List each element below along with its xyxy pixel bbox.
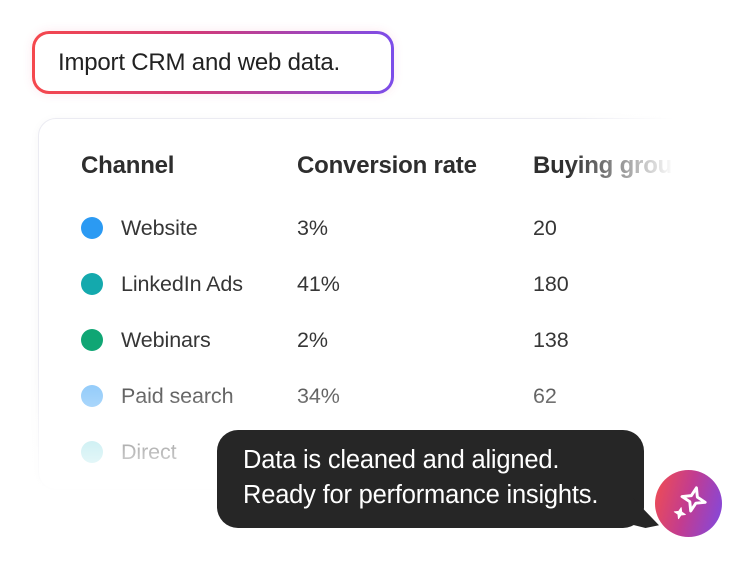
channel-label: LinkedIn Ads	[121, 271, 243, 296]
conversion-rate-value: 34%	[297, 383, 340, 408]
conversion-rate-value: 41%	[297, 271, 340, 296]
channel-dot	[81, 217, 103, 239]
channel-label: Paid search	[121, 383, 234, 408]
assistant-tooltip-line: Data is cleaned and aligned.	[243, 446, 560, 474]
assistant-tooltip-line: Ready for performance insights.	[243, 481, 599, 509]
sparkle-icon	[673, 485, 707, 519]
table-row: Paid search 34% 62	[81, 368, 713, 424]
prompt-pill: Import CRM and web data.	[32, 31, 394, 94]
column-header-channel: Channel	[81, 152, 175, 179]
channel-dot	[81, 273, 103, 295]
channel-dot	[81, 441, 103, 463]
ai-assistant-button[interactable]	[655, 470, 722, 537]
buying-groups-value: 20	[533, 215, 557, 240]
buying-groups-value: 62	[533, 383, 557, 408]
buying-groups-value: 138	[533, 327, 569, 352]
channel-label: Website	[121, 215, 198, 240]
column-header-conversion-rate: Conversion rate	[297, 152, 477, 179]
channel-dot	[81, 329, 103, 351]
table-row: Webinars 2% 138	[81, 312, 713, 368]
table-row: LinkedIn Ads 41% 180	[81, 256, 713, 312]
conversion-rate-value: 3%	[297, 215, 328, 240]
channel-label: Webinars	[121, 327, 211, 352]
table-header-row: Channel Conversion rate Buying groups	[81, 149, 713, 183]
conversion-rate-value: 2%	[297, 327, 328, 352]
table-row: Website 3% 20	[81, 200, 713, 256]
channel-dot	[81, 385, 103, 407]
column-header-buying-groups: Buying groups	[533, 152, 700, 179]
assistant-tooltip: Data is cleaned and aligned. Ready for p…	[217, 430, 659, 528]
prompt-pill-text: Import CRM and web data.	[35, 34, 391, 91]
buying-groups-value: 180	[533, 271, 569, 296]
